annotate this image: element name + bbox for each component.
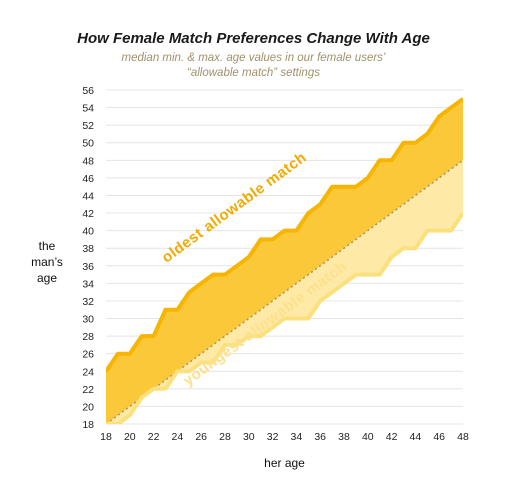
y-tick-label: 56 xyxy=(82,85,94,97)
series-lines xyxy=(106,97,463,424)
y-tick-label: 52 xyxy=(82,120,94,132)
chart-subtitle-2: “allowable match” settings xyxy=(187,67,320,79)
x-tick-label: 22 xyxy=(148,431,160,443)
y-tick-label: 42 xyxy=(82,208,94,220)
youngest-match-band xyxy=(106,160,463,424)
chart-title: How Female Match Preferences Change With… xyxy=(77,30,430,47)
y-tick-label: 18 xyxy=(82,419,94,431)
x-tick-label: 26 xyxy=(195,431,207,443)
y-tick-label: 50 xyxy=(82,138,94,150)
x-tick-label: 20 xyxy=(124,431,136,443)
y-tick-label: 40 xyxy=(82,226,94,238)
y-tick-label: 30 xyxy=(82,314,94,326)
y-tick-label: 46 xyxy=(82,173,94,185)
x-tick-label: 48 xyxy=(457,431,469,443)
oldest-match-line xyxy=(106,97,463,373)
y-tick-label: 24 xyxy=(82,366,94,378)
tick-labels: 18 20 22 24 26 28 30 32 34 36 38 40 42 44 46 48 18 20 22 24… xyxy=(82,85,469,443)
y-tick-label: 38 xyxy=(82,243,94,255)
bands xyxy=(106,98,463,424)
x-tick-label: 18 xyxy=(100,431,112,443)
x-tick-label: 24 xyxy=(172,431,184,443)
y-tick-label: 54 xyxy=(82,103,94,115)
x-tick-label: 36 xyxy=(314,431,326,443)
y-tick-label: 44 xyxy=(82,190,94,202)
y-tick-label: 48 xyxy=(82,155,94,167)
x-tick-label: 32 xyxy=(267,431,279,443)
y-tick-label: 32 xyxy=(82,296,94,308)
y-tick-label: 36 xyxy=(82,261,94,273)
youngest-match-line xyxy=(106,211,463,424)
x-tick-label: 46 xyxy=(433,431,445,443)
x-tick-label: 42 xyxy=(386,431,398,443)
y-tick-label: 22 xyxy=(82,384,94,396)
x-axis-title: her age xyxy=(264,456,305,470)
x-tick-label: 38 xyxy=(338,431,350,443)
y-tick-label: 34 xyxy=(82,278,94,290)
x-tick-label: 34 xyxy=(291,431,303,443)
y-tick-label: 26 xyxy=(82,349,94,361)
x-tick-label: 40 xyxy=(362,431,374,443)
chart-subtitle: median min. & max. age values in our fem… xyxy=(121,52,386,64)
axis-titles: her age the man’s age xyxy=(31,239,305,470)
y-axis-title: man’s xyxy=(31,255,63,269)
x-tick-label: 44 xyxy=(410,431,422,443)
oldest-match-band xyxy=(106,98,463,424)
own-age-reference-line xyxy=(106,159,463,424)
y-tick-label: 28 xyxy=(82,331,94,343)
y-axis-title: age xyxy=(37,271,57,285)
x-tick-label: 30 xyxy=(243,431,255,443)
x-tick-label: 28 xyxy=(219,431,231,443)
y-tick-label: 20 xyxy=(82,401,94,413)
y-axis-title: the xyxy=(39,239,56,253)
